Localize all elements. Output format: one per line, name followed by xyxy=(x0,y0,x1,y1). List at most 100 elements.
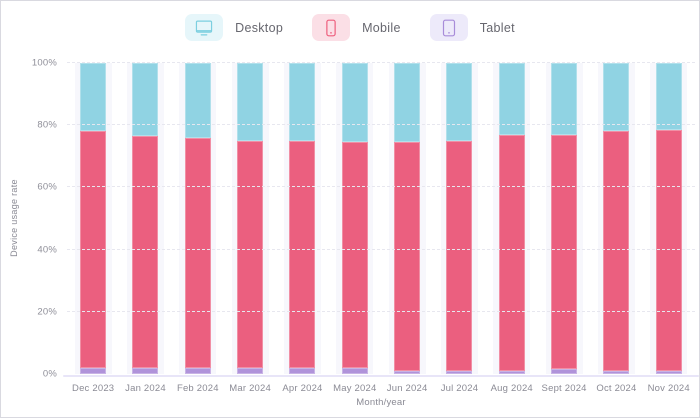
stacked-bar-apr-2024[interactable] xyxy=(289,63,316,374)
legend-label-tablet: Tablet xyxy=(479,20,515,35)
x-tick-label: Nov 2024 xyxy=(647,383,690,394)
legend-item-tablet[interactable]: Tablet xyxy=(429,14,515,41)
x-tick-label: Apr 2024 xyxy=(282,383,323,394)
mobile-icon xyxy=(326,19,336,36)
stacked-bar-sept-2024[interactable] xyxy=(551,63,578,374)
bar-segment-tablet[interactable] xyxy=(603,370,630,374)
legend: Desktop Mobile Tablet xyxy=(1,14,699,41)
bar-band: Jan 2024 xyxy=(125,63,166,394)
x-tick-label: Sept 2024 xyxy=(541,383,587,394)
bar-segment-tablet[interactable] xyxy=(237,367,264,374)
gridline-40 xyxy=(67,248,695,250)
y-tick-label-40: 40% xyxy=(37,244,57,256)
x-tick-label: Aug 2024 xyxy=(490,383,533,394)
bar-segment-mobile[interactable] xyxy=(603,131,630,371)
bar-segment-tablet[interactable] xyxy=(446,370,473,374)
x-tick-label: Mar 2024 xyxy=(229,383,272,394)
bar-segment-mobile[interactable] xyxy=(289,140,316,368)
bar-band: Feb 2024 xyxy=(177,63,218,394)
x-tick-label: Dec 2023 xyxy=(72,383,115,394)
stacked-bar-aug-2024[interactable] xyxy=(498,63,525,374)
bar-segment-desktop[interactable] xyxy=(237,63,264,141)
bar-segment-tablet[interactable] xyxy=(498,370,525,374)
stacked-bar-jan-2024[interactable] xyxy=(132,63,159,374)
y-tick-label-60: 60% xyxy=(37,181,57,193)
bar-band: May 2024 xyxy=(333,63,376,394)
bar-band: Jul 2024 xyxy=(441,63,478,394)
stacked-bar-oct-2024[interactable] xyxy=(603,63,630,374)
bar-segment-mobile[interactable] xyxy=(446,140,473,371)
bar-segment-tablet[interactable] xyxy=(394,370,421,374)
x-tick-label: Jan 2024 xyxy=(125,383,166,394)
bar-segment-desktop[interactable] xyxy=(394,63,421,143)
bar-segment-tablet[interactable] xyxy=(289,367,316,374)
bar-band: Oct 2024 xyxy=(596,63,636,394)
stacked-bar-mar-2024[interactable] xyxy=(237,63,264,374)
y-tick-label-20: 20% xyxy=(37,306,57,318)
bar-segment-mobile[interactable] xyxy=(498,134,525,371)
bar-segment-tablet[interactable] xyxy=(655,370,682,374)
bar-band: Apr 2024 xyxy=(282,63,322,394)
bar-segment-mobile[interactable] xyxy=(184,137,211,368)
plot-area: Dec 2023 Jan 2024 Feb 2024 Mar 2024 Apr 2024… xyxy=(63,62,699,394)
bar-segment-desktop[interactable] xyxy=(132,63,159,137)
bar-segment-tablet[interactable] xyxy=(341,367,368,374)
y-axis-tick-labels: 0% 20% 40% 60% 80% 100% xyxy=(1,58,57,380)
bar-segment-mobile[interactable] xyxy=(132,136,159,368)
bar-band: Sept 2024 xyxy=(542,63,586,394)
legend-swatch-tablet xyxy=(429,14,468,41)
bar-band: Aug 2024 xyxy=(491,63,533,394)
bar-segment-tablet[interactable] xyxy=(80,367,107,374)
y-tick-label-0: 0% xyxy=(42,368,57,380)
stacked-bar-dec-2023[interactable] xyxy=(80,63,107,374)
x-tick-label: Jun 2024 xyxy=(386,383,428,394)
y-tick-label-100: 100% xyxy=(31,57,57,69)
bar-segment-desktop[interactable] xyxy=(551,63,578,135)
stacked-bar-jul-2024[interactable] xyxy=(446,63,473,374)
x-axis-line xyxy=(63,374,699,377)
stacked-bar-feb-2024[interactable] xyxy=(184,63,211,374)
bar-segment-tablet[interactable] xyxy=(551,369,578,374)
bar-band: Dec 2023 xyxy=(72,63,114,394)
bar-band: Nov 2024 xyxy=(648,63,690,394)
bar-bands: Dec 2023 Jan 2024 Feb 2024 Mar 2024 Apr 2024… xyxy=(67,63,695,394)
bar-segment-mobile[interactable] xyxy=(551,134,578,370)
bar-segment-desktop[interactable] xyxy=(184,63,211,138)
stacked-bar-jun-2024[interactable] xyxy=(394,63,421,374)
bar-segment-tablet[interactable] xyxy=(132,367,159,374)
x-tick-label: Jul 2024 xyxy=(440,383,479,394)
x-tick-label: May 2024 xyxy=(333,383,377,394)
stacked-bar-may-2024[interactable] xyxy=(341,63,368,374)
gridline-80 xyxy=(67,124,695,126)
bar-segment-desktop[interactable] xyxy=(446,63,473,141)
legend-label-mobile: Mobile xyxy=(362,20,401,35)
x-tick-label: Oct 2024 xyxy=(596,383,637,394)
stacked-bar-nov-2024[interactable] xyxy=(655,63,682,374)
desktop-icon xyxy=(195,20,213,35)
bar-segment-desktop[interactable] xyxy=(341,63,368,143)
tablet-icon xyxy=(442,19,455,36)
bar-segment-mobile[interactable] xyxy=(237,140,264,368)
bar-segment-mobile[interactable] xyxy=(341,142,368,368)
y-tick-label-80: 80% xyxy=(37,119,57,131)
bar-segment-desktop[interactable] xyxy=(289,63,316,141)
bar-segment-mobile[interactable] xyxy=(394,142,421,371)
gridline-100 xyxy=(67,62,695,63)
bar-segment-tablet[interactable] xyxy=(184,367,211,374)
legend-item-mobile[interactable]: Mobile xyxy=(312,14,401,41)
bar-segment-desktop[interactable] xyxy=(498,63,525,135)
legend-item-desktop[interactable]: Desktop xyxy=(185,14,283,41)
x-axis-title: Month/year xyxy=(356,397,406,408)
legend-swatch-desktop xyxy=(185,14,224,41)
bar-segment-desktop[interactable] xyxy=(655,63,682,130)
legend-label-desktop: Desktop xyxy=(235,20,284,35)
legend-swatch-mobile xyxy=(312,14,351,41)
bar-band: Mar 2024 xyxy=(229,63,271,394)
bar-segment-mobile[interactable] xyxy=(655,129,682,371)
bar-segment-desktop[interactable] xyxy=(603,63,630,132)
bar-band: Jun 2024 xyxy=(387,63,427,394)
bar-segment-desktop[interactable] xyxy=(80,63,107,132)
gridline-20 xyxy=(67,310,695,312)
x-tick-label: Feb 2024 xyxy=(176,383,219,394)
